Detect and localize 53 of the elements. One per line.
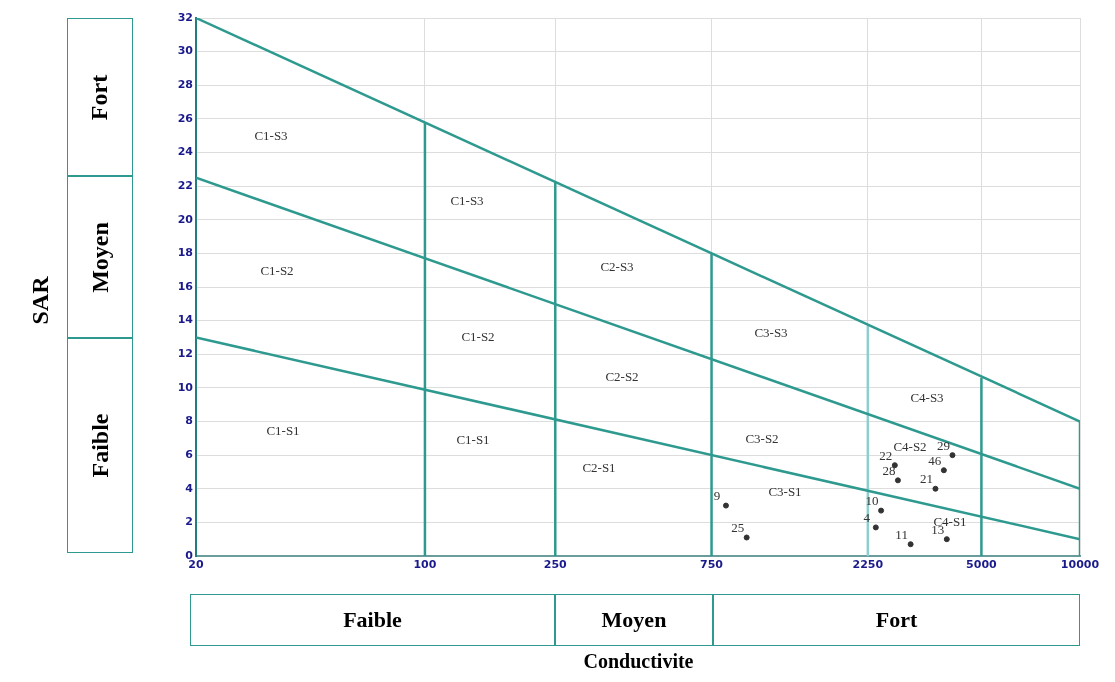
annotation: 4 [863,509,871,525]
annotation: 28 [882,462,896,478]
text: SAR [26,275,54,325]
annotation: 21 [919,471,933,487]
x-tick-label: 5000 [966,558,998,572]
x-tick-label: 100 [413,558,437,572]
y-tick-label: 26 [177,111,194,125]
y-tick-label: 30 [177,44,194,58]
y-tick-label: 6 [185,447,194,461]
text: Moyen [86,221,114,293]
x-tick-label: 750 [700,558,724,572]
y-tick-label: 16 [177,279,194,293]
annotation: C2-S2 [605,369,639,385]
text: Faible [86,413,114,478]
annotation: C3-S2 [745,431,779,447]
y-tick-label: 32 [177,10,193,24]
annotation: C4-S3 [910,390,944,406]
y-tick-label: 8 [185,414,193,428]
y-tick-label: 12 [177,347,193,361]
annotation: C1-S2 [260,263,294,279]
annotation: C1-S1 [456,432,490,448]
annotation: C2-S1 [582,460,616,476]
x-tick-label: 10000 [1060,558,1100,572]
annotation: 29 [936,437,950,453]
text: Faible [190,594,555,646]
annotation: C2-S3 [600,259,634,275]
annotation: C3-S3 [754,325,788,341]
x-tick-label: 2250 [852,558,884,572]
annotation: C1-S2 [461,329,495,345]
annotation: 46 [928,452,942,468]
text: Fort [86,74,114,120]
y-tick-label: 22 [177,178,193,192]
annotation: 22 [879,447,893,463]
x-tick-label: 250 [543,558,568,572]
annotation: 25 [731,519,745,535]
text: Moyen [555,594,713,646]
annotation: C1-S1 [266,423,300,439]
y-tick-label: 10 [177,380,194,394]
y-tick-label: 4 [185,481,194,495]
annotation: C1-S3 [254,128,288,144]
annotation: 11 [895,526,908,542]
y-tick-label: 14 [177,313,194,327]
y-tick-label: 18 [177,246,193,260]
y-tick-label: 20 [177,212,194,226]
y-tick-label: 28 [177,78,193,92]
annotation: C3-S1 [768,484,802,500]
annotation: C4-S2 [893,439,927,455]
annotation: 9 [713,487,721,503]
x-axis-title: Conductivite [582,650,695,673]
annotation: C1-S3 [450,193,484,209]
y-tick-label: 2 [185,515,193,529]
text: Fort [713,594,1080,646]
y-tick-label: 24 [177,145,194,159]
